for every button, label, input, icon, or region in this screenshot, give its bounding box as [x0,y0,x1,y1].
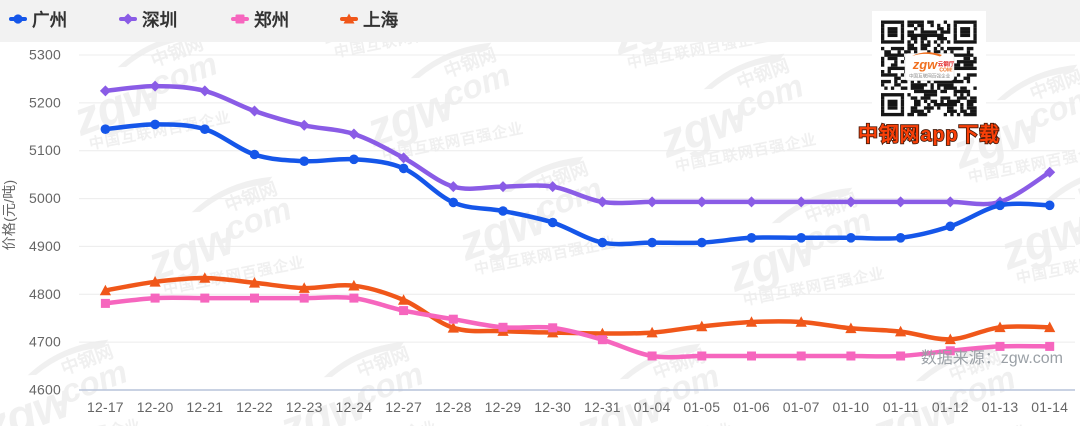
svg-text:5200: 5200 [29,94,61,110]
svg-text:广州: 广州 [32,10,67,30]
svg-text:01-05: 01-05 [683,399,720,415]
svg-text:12-24: 12-24 [335,399,372,415]
svg-text:12-23: 12-23 [286,399,323,415]
svg-text:COM!: COM! [939,68,953,74]
svg-text:郑州: 郑州 [254,10,289,30]
svg-text:12-27: 12-27 [385,399,422,415]
svg-text:5000: 5000 [29,190,61,206]
svg-text:01-06: 01-06 [733,399,770,415]
svg-text:01-11: 01-11 [883,399,919,415]
svg-text:01-13: 01-13 [982,399,1019,415]
svg-text:12-22: 12-22 [236,399,273,415]
svg-text:12-31: 12-31 [584,399,621,415]
svg-text:01-07: 01-07 [783,399,820,415]
svg-text:云钢厅: 云钢厅 [938,60,955,68]
svg-text:深圳: 深圳 [142,10,177,30]
svg-text:zgw: zgw [912,57,938,72]
svg-text:5300: 5300 [29,47,61,63]
svg-text:12-20: 12-20 [137,399,174,415]
svg-text:数据来源：zgw.com: 数据来源：zgw.com [921,349,1063,367]
svg-text:01-04: 01-04 [634,399,671,415]
svg-text:4700: 4700 [29,334,61,350]
svg-text:12-29: 12-29 [485,399,522,415]
svg-text:中钢网app下载: 中钢网app下载 [858,122,1000,146]
svg-text:上海: 上海 [363,10,399,30]
svg-text:12-21: 12-21 [186,399,223,415]
svg-text:4600: 4600 [29,382,61,398]
svg-text:中国互联网百强企业: 中国互联网百强企业 [909,73,951,80]
svg-text:5100: 5100 [29,142,61,158]
svg-text:4800: 4800 [29,286,61,302]
svg-text:01-12: 01-12 [932,399,969,415]
svg-text:价格(元/吨): 价格(元/吨) [1,180,17,251]
svg-text:12-30: 12-30 [534,399,571,415]
svg-text:4900: 4900 [29,238,61,254]
svg-text:12-28: 12-28 [435,399,472,415]
svg-text:01-14: 01-14 [1031,399,1068,415]
svg-text:12-17: 12-17 [87,399,124,415]
svg-text:01-10: 01-10 [832,399,869,415]
